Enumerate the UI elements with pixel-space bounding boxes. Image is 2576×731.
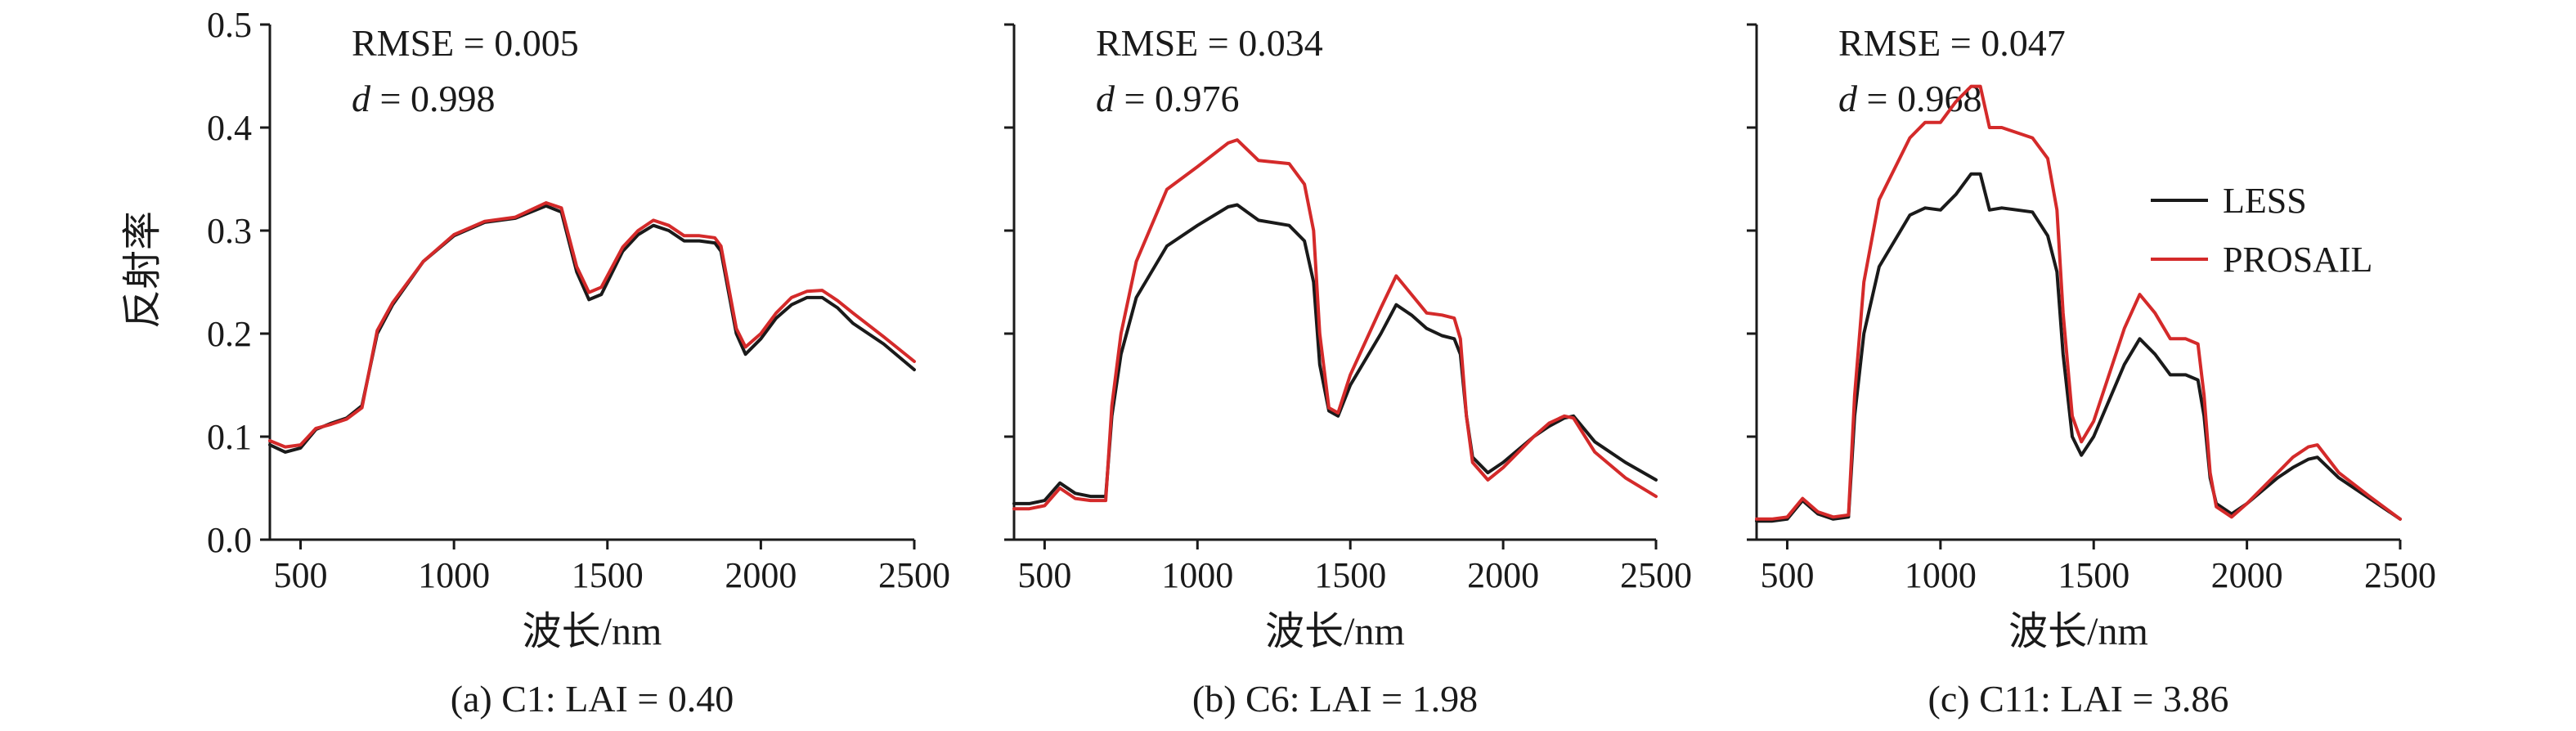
y-tick-label: 0.0 — [207, 520, 252, 560]
series-line-less — [1755, 172, 2402, 523]
series-line-less — [268, 204, 916, 454]
series-line-prosail — [1755, 84, 2402, 521]
d-index-label: d = 0.976 — [1096, 78, 1239, 119]
y-axis-title: 反射率 — [121, 211, 164, 329]
rmse-label: RMSE = 0.047 — [1838, 22, 2066, 64]
x-tick-label: 500 — [1760, 555, 1814, 595]
d-index-label: d = 0.998 — [352, 78, 495, 119]
x-tick-label: 1000 — [1905, 555, 1977, 595]
x-tick-label: 500 — [1017, 555, 1071, 595]
legend: LESS PROSAIL — [2151, 181, 2372, 280]
d-symbol: d — [1838, 78, 1858, 119]
d-value: = 0.998 — [370, 78, 495, 119]
y-axis-title-group: 反射率 — [121, 211, 164, 329]
x-tick-label: 2500 — [1620, 555, 1692, 595]
x-tick-label: 1000 — [418, 555, 490, 595]
d-value: = 0.968 — [1857, 78, 1981, 119]
y-tick-label: 0.5 — [207, 5, 252, 45]
legend-label-prosail: PROSAIL — [2223, 240, 2372, 280]
y-tick-label: 0.2 — [207, 314, 252, 354]
panels: 0.0 0.1 0.2 0.3 0.4 0.5 500 1000 1500 2000 2500 波长/… — [207, 5, 2436, 720]
series-line-less — [1012, 203, 1658, 505]
x-tick-label: 1000 — [1161, 555, 1233, 595]
series-line-prosail — [268, 201, 916, 449]
x-axis-title: 波长/nm — [2008, 610, 2148, 653]
y-tick-label: 0.3 — [207, 211, 252, 251]
panel-3: 500 1000 1500 2000 2500 波长/nm (c) C11: LAI = 3… — [1747, 22, 2436, 720]
y-tick-label: 0.1 — [207, 417, 252, 457]
x-tick-label: 2000 — [725, 555, 797, 595]
x-tick-label: 2500 — [2364, 555, 2436, 595]
panel-caption: (b) C6: LAI = 1.98 — [1192, 678, 1478, 720]
y-tick-label: 0.4 — [207, 108, 252, 148]
legend-label-less: LESS — [2223, 181, 2307, 221]
x-tick-label: 2500 — [878, 555, 950, 595]
x-axis-title: 波长/nm — [523, 610, 662, 653]
series-line-prosail — [1012, 138, 1658, 511]
panel-caption: (c) C11: LAI = 3.86 — [1928, 678, 2229, 720]
x-axis-title: 波长/nm — [1265, 610, 1405, 653]
x-tick-label: 1500 — [1314, 555, 1386, 595]
panel-2: 500 1000 1500 2000 2500 波长/nm (b) C6: LAI = 1.… — [1004, 22, 1692, 720]
x-tick-label: 500 — [274, 555, 328, 595]
x-tick-label: 2000 — [2211, 555, 2283, 595]
d-value: = 0.976 — [1115, 78, 1239, 119]
x-tick-label: 1500 — [572, 555, 644, 595]
panel-caption: (a) C1: LAI = 0.40 — [451, 678, 734, 720]
x-tick-label: 2000 — [1467, 555, 1539, 595]
d-symbol: d — [1096, 78, 1115, 119]
panel-1: 0.0 0.1 0.2 0.3 0.4 0.5 500 1000 1500 2000 2500 波长/… — [207, 5, 950, 720]
rmse-label: RMSE = 0.005 — [352, 22, 579, 64]
x-tick-label: 1500 — [2058, 555, 2129, 595]
d-symbol: d — [352, 78, 371, 119]
rmse-label: RMSE = 0.034 — [1096, 22, 1323, 64]
